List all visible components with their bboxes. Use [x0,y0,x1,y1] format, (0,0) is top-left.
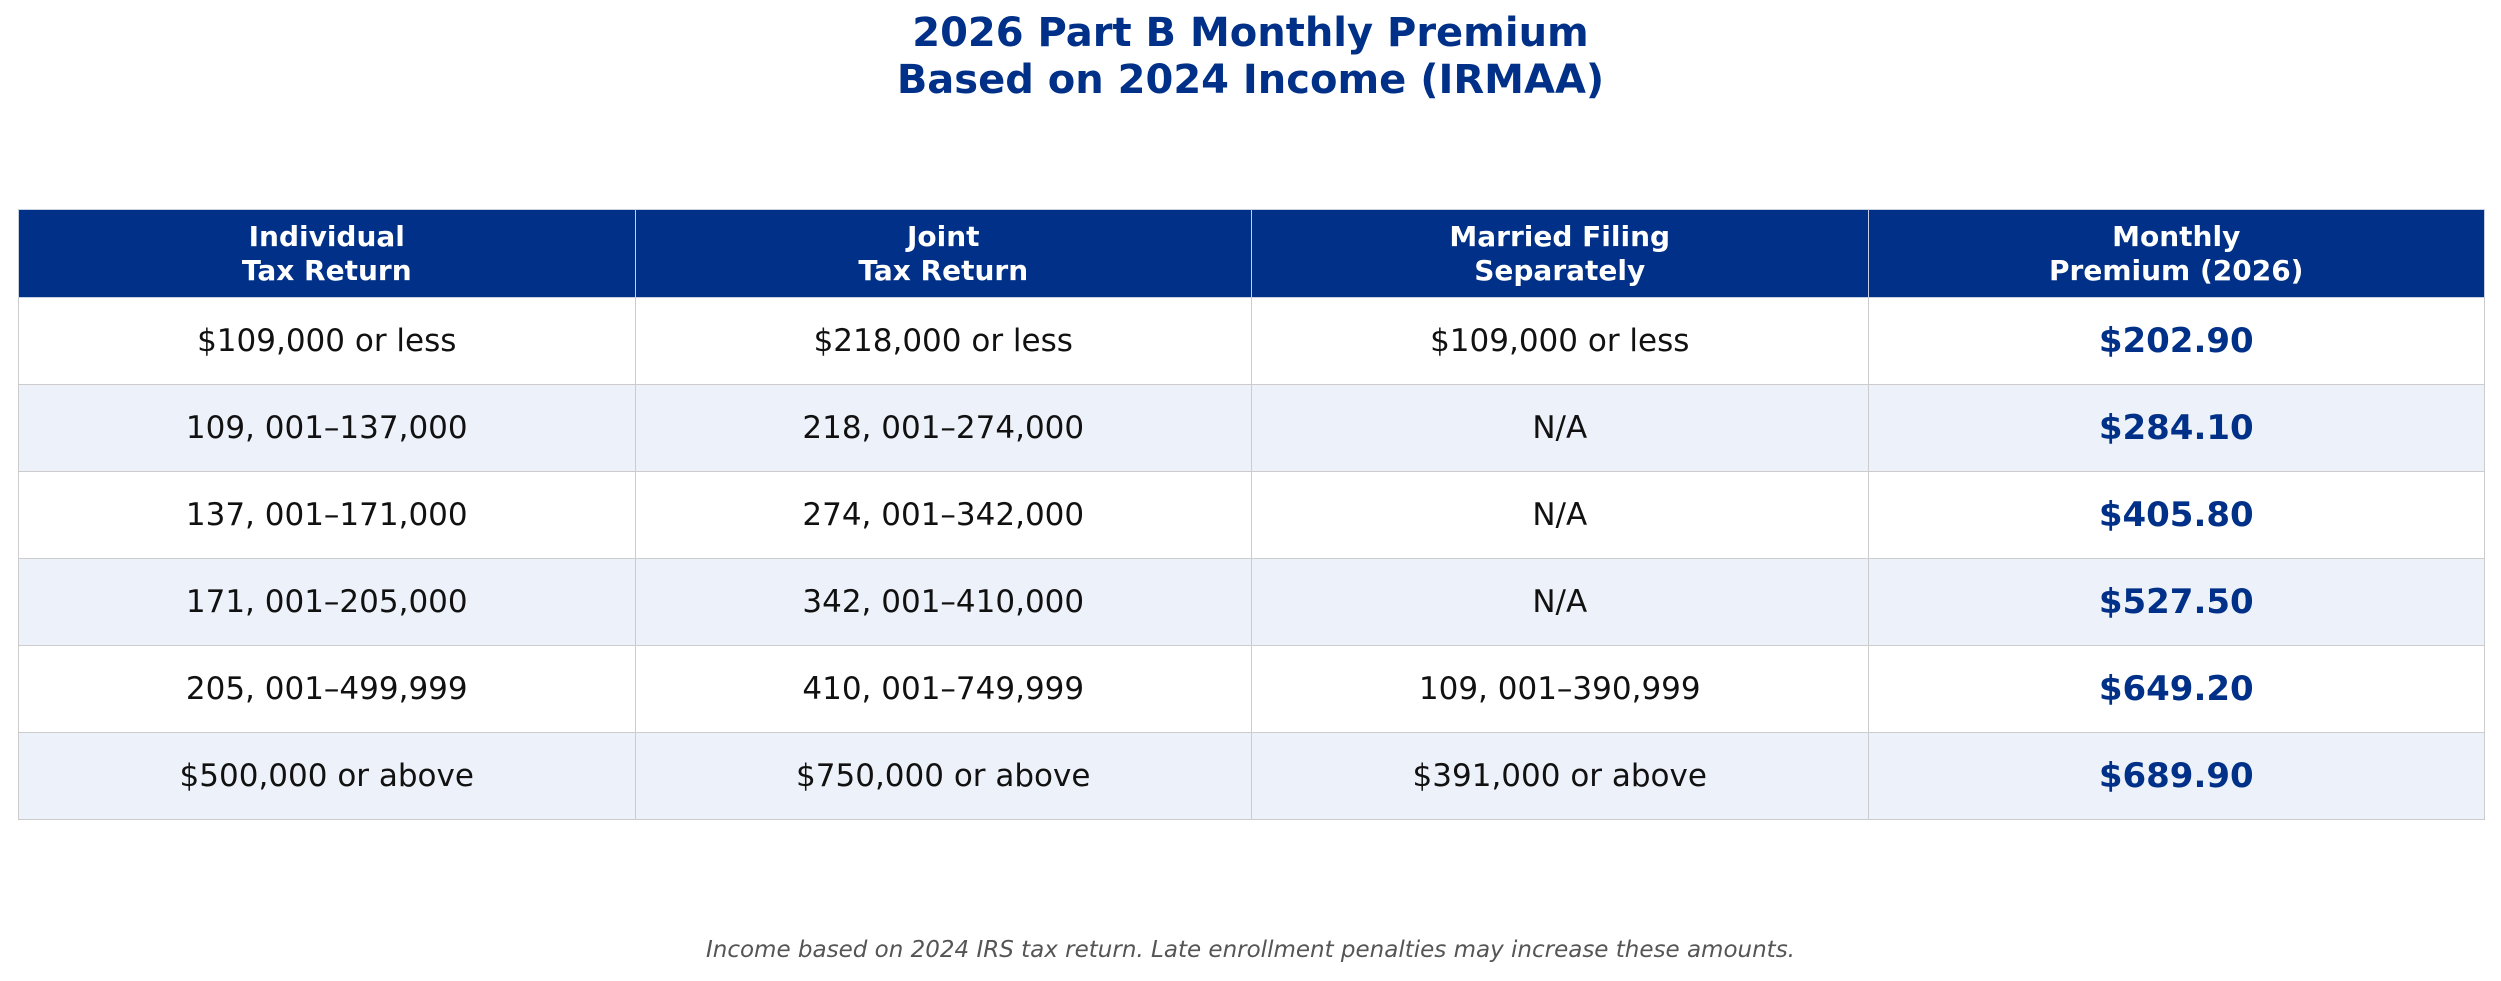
cell-premium: $649.20 [1867,645,2485,733]
table-row: 109, 001–137,000 218, 001–274,000 N/A $2… [18,384,2485,472]
title-line-2: Based on 2024 Income (IRMAA) [896,57,1605,103]
header-row: Individual Tax Return Joint Tax Return M… [18,209,2485,298]
cell-individual: 171, 001–205,000 [18,558,636,646]
header-line: Separately [1474,253,1646,287]
table-row: 205, 001–499,999 410, 001–749,999 109, 0… [18,645,2485,733]
cell-joint: 274, 001–342,000 [634,471,1252,559]
cell-separately: $391,000 or above [1251,732,1869,820]
cell-individual: 109, 001–137,000 [18,384,636,472]
table-row: $500,000 or above $750,000 or above $391… [18,732,2485,820]
cell-premium: $527.50 [1867,558,2485,646]
header-line: Individual [248,219,405,253]
cell-separately: N/A [1251,558,1869,646]
cell-premium: $405.80 [1867,471,2485,559]
cell-individual: 205, 001–499,999 [18,645,636,733]
cell-joint: $218,000 or less [634,297,1252,385]
header-line: Monthly [2112,219,2241,253]
title-line-1: 2026 Part B Monthly Premium [912,10,1589,56]
footnote: Income based on 2024 IRS tax return. Lat… [705,937,1795,963]
header-individual-tax-return: Individual Tax Return [18,209,636,298]
table-row: 171, 001–205,000 342, 001–410,000 N/A $5… [18,558,2485,646]
table-body: $109,000 or less $218,000 or less $109,0… [18,297,2485,820]
cell-joint: $750,000 or above [634,732,1252,820]
cell-premium: $284.10 [1867,384,2485,472]
header-line: Tax Return [858,253,1029,287]
cell-joint: 410, 001–749,999 [634,645,1252,733]
header-line: Premium (2026) [2049,253,2304,287]
cell-joint: 342, 001–410,000 [634,558,1252,646]
cell-individual: $500,000 or above [18,732,636,820]
header-line: Tax Return [241,253,412,287]
cell-separately: 109, 001–390,999 [1251,645,1869,733]
header-joint-tax-return: Joint Tax Return [634,209,1252,298]
cell-individual: 137, 001–171,000 [18,471,636,559]
cell-premium: $202.90 [1867,297,2485,385]
table-row: $109,000 or less $218,000 or less $109,0… [18,297,2485,385]
cell-joint: 218, 001–274,000 [634,384,1252,472]
cell-separately: N/A [1251,384,1869,472]
page-title: 2026 Part B Monthly Premium Based on 202… [0,10,2501,104]
header-line: Joint [906,219,980,253]
table-row: 137, 001–171,000 274, 001–342,000 N/A $4… [18,471,2485,559]
cell-individual: $109,000 or less [18,297,636,385]
header-married-filing-separately: Married Filing Separately [1251,209,1869,298]
premium-table: Individual Tax Return Joint Tax Return M… [18,209,2485,820]
table-header: Individual Tax Return Joint Tax Return M… [18,209,2485,298]
header-line: Married Filing [1449,219,1671,253]
cell-separately: N/A [1251,471,1869,559]
cell-separately: $109,000 or less [1251,297,1869,385]
cell-premium: $689.90 [1867,732,2485,820]
header-monthly-premium: Monthly Premium (2026) [1867,209,2485,298]
